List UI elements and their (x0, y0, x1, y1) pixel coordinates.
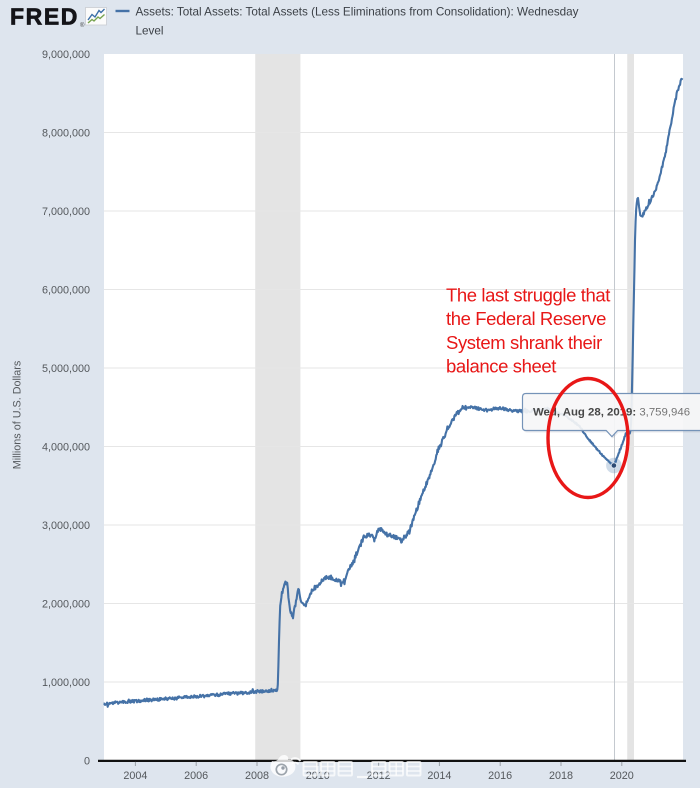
svg-text:2008: 2008 (245, 770, 269, 782)
svg-text:2018: 2018 (549, 770, 573, 782)
svg-text:Wed, Aug 28, 2019: 3,759,946: Wed, Aug 28, 2019: 3,759,946 (533, 407, 690, 419)
svg-text:2010: 2010 (306, 770, 330, 782)
svg-text:System shrank their: System shrank their (446, 332, 602, 353)
svg-text:Level: Level (136, 25, 164, 38)
svg-text:0: 0 (84, 755, 90, 767)
svg-text:Millions of U.S. Dollars: Millions of U.S. Dollars (12, 360, 24, 469)
svg-text:6,000,000: 6,000,000 (42, 284, 90, 296)
svg-text:2004: 2004 (123, 770, 147, 782)
svg-text:9,000,000: 9,000,000 (42, 49, 90, 61)
svg-text:7,000,000: 7,000,000 (42, 206, 90, 218)
svg-text:®: ® (80, 22, 85, 29)
svg-text:3,000,000: 3,000,000 (42, 520, 90, 532)
svg-text:FRED: FRED (10, 4, 79, 30)
svg-text:5,000,000: 5,000,000 (42, 363, 90, 375)
svg-text:2006: 2006 (184, 770, 208, 782)
svg-text:4,000,000: 4,000,000 (42, 441, 90, 453)
svg-text:2,000,000: 2,000,000 (42, 598, 90, 610)
svg-text:2014: 2014 (427, 770, 451, 782)
svg-text:1,000,000: 1,000,000 (42, 677, 90, 689)
svg-text:The last struggle that: The last struggle that (446, 285, 610, 306)
svg-text:2016: 2016 (488, 770, 512, 782)
svg-text:8,000,000: 8,000,000 (42, 127, 90, 139)
svg-text:the Federal Reserve: the Federal Reserve (446, 308, 606, 329)
svg-text:2020: 2020 (610, 770, 634, 782)
svg-text:balance sheet: balance sheet (446, 355, 556, 376)
svg-text:Assets: Total Assets: Total As: Assets: Total Assets: Total Assets (Less… (136, 6, 579, 19)
